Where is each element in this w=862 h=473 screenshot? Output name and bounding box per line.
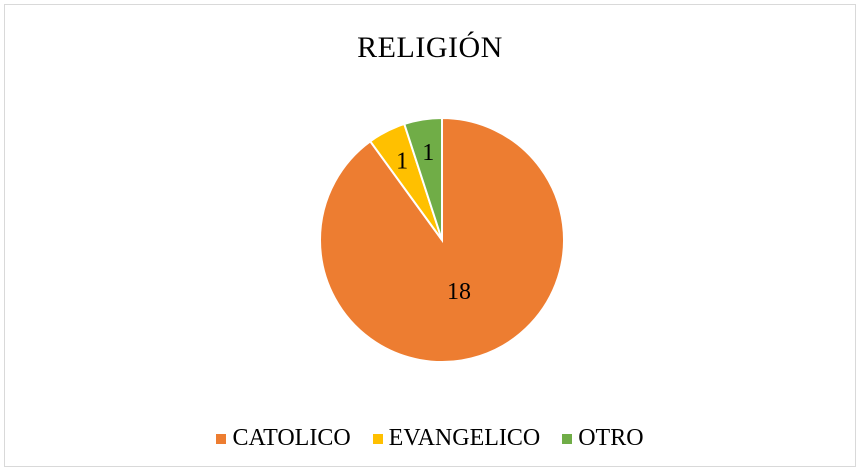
chart-legend: CATOLICO EVANGELICO OTRO [5, 425, 855, 452]
chart-title: RELIGIÓN [357, 31, 503, 64]
legend-swatch-evangelico [372, 433, 383, 444]
legend-swatch-otro [562, 433, 573, 444]
data-label-otro: 1 [422, 140, 434, 166]
data-label-catolico: 18 [447, 279, 471, 305]
legend-item-otro: OTRO [562, 425, 644, 452]
legend-label-catolico: CATOLICO [232, 425, 351, 451]
data-label-evangelico: 1 [396, 149, 408, 175]
legend-label-otro: OTRO [578, 425, 644, 451]
legend-item-evangelico: EVANGELICO [372, 425, 541, 452]
legend-label-evangelico: EVANGELICO [388, 425, 541, 451]
pie-slices [319, 116, 565, 363]
chart-area: RELIGIÓN CATOLICO EVANGELICO OTRO [4, 4, 856, 467]
pie-data-labels: 181 1 [396, 140, 471, 305]
pie-slice-otro [403, 116, 443, 241]
legend-swatch-catolico [216, 433, 227, 444]
legend-item-catolico: CATOLICO [216, 425, 351, 452]
